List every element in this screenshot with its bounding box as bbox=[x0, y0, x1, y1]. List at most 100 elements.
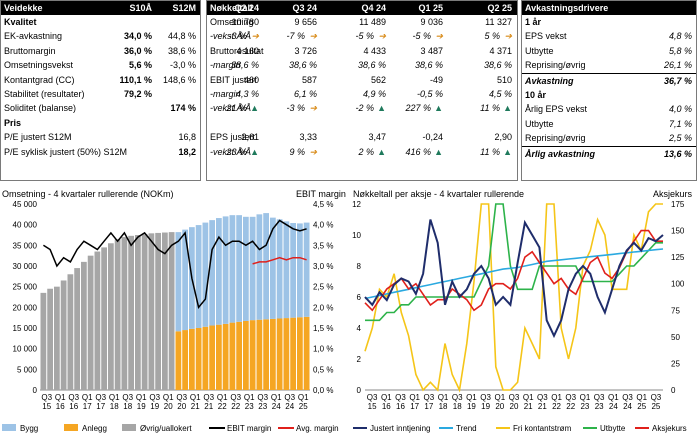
legend-label: Øvrig/uallokert bbox=[140, 424, 192, 433]
x-tick-label: Q1 bbox=[244, 393, 255, 402]
y-tick-label: 4 bbox=[357, 324, 362, 333]
x-tick-label: Q3 bbox=[537, 393, 548, 402]
quarter-value: 562 bbox=[370, 74, 386, 85]
bar-bygg bbox=[297, 223, 303, 318]
quarter-value: 4,5 % bbox=[488, 88, 512, 99]
driver-value: 13,6 % bbox=[663, 148, 692, 159]
return-driver-row: 1 år bbox=[522, 15, 696, 29]
x-tick-label: Q3 bbox=[176, 393, 187, 402]
row-label: Reprising/øvrig bbox=[525, 133, 586, 144]
x-tick-label: 15 bbox=[42, 402, 51, 411]
key-figure-row: Bruttoresultat 4 160 3 726 4 433 3 487 4 371 bbox=[207, 44, 517, 58]
row-label: P/E syklisk justert (50%) S12M bbox=[4, 146, 128, 157]
row-label: Omsetning bbox=[210, 17, 254, 27]
up-arrow-icon: ▲ bbox=[434, 146, 443, 157]
x-tick-label: Q1 bbox=[163, 393, 174, 402]
bar-anlegg bbox=[209, 325, 215, 390]
value-s10a: 110,1 % bbox=[119, 74, 152, 85]
quarter-value: 38,6 % bbox=[414, 60, 443, 71]
bar-bygg bbox=[175, 232, 182, 332]
x-tick-label: 20 bbox=[495, 402, 504, 411]
row-label: -margin bbox=[210, 60, 241, 71]
bar-bygg bbox=[270, 217, 276, 319]
quarter-value: 10 780 bbox=[231, 17, 259, 27]
y-tick-label: 6 bbox=[357, 293, 362, 302]
row-label: Bruttomargin bbox=[4, 45, 56, 56]
y2-tick-label: 25 bbox=[671, 359, 680, 368]
quarter-value: 11 % bbox=[480, 146, 500, 157]
quality-row: Pris bbox=[1, 116, 200, 130]
quarter-value: 4,9 % bbox=[362, 88, 386, 99]
bar-anlegg bbox=[216, 324, 222, 390]
y-tick-label: 45 000 bbox=[13, 200, 38, 209]
line-utbytte bbox=[365, 203, 663, 322]
x-tick-label: 21 bbox=[204, 402, 213, 411]
x-tick-label: Q1 bbox=[580, 393, 591, 402]
quarter-value: 4 371 bbox=[489, 45, 512, 56]
bar-vriguallokert bbox=[101, 247, 107, 390]
x-tick-label: Q3 bbox=[367, 393, 378, 402]
return-driver-row: Reprising/øvrig 26,1 % bbox=[522, 58, 696, 72]
up-arrow-icon: ▲ bbox=[503, 103, 512, 114]
legend-label: Aksjekurs bbox=[652, 424, 687, 433]
bar-anlegg bbox=[256, 319, 263, 390]
x-tick-label: 23 bbox=[245, 402, 254, 411]
line-frikontantstrm bbox=[364, 203, 663, 393]
line-justertinntjening bbox=[364, 219, 664, 339]
x-tick-label: 22 bbox=[218, 402, 227, 411]
legend-swatch bbox=[122, 424, 136, 431]
header-q3-24: Q3 24 bbox=[292, 3, 317, 13]
row-label: Reprising/øvrig bbox=[525, 60, 586, 71]
quarter-value: 5 % bbox=[484, 31, 500, 42]
x-tick-label: Q1 bbox=[136, 393, 147, 402]
x-tick-label: 21 bbox=[524, 402, 533, 411]
bar-vriguallokert bbox=[141, 234, 148, 390]
x-tick-label: 15 bbox=[368, 402, 377, 411]
bar-anlegg bbox=[243, 320, 249, 390]
quarter-value: -3 % bbox=[228, 31, 247, 42]
quarter-value: -0,5 % bbox=[416, 88, 443, 99]
x-tick-label: Q3 bbox=[594, 393, 605, 402]
row-label: Kontantgrad (CC) bbox=[4, 74, 75, 85]
x-tick-label: 25 bbox=[637, 402, 646, 411]
bar-anlegg bbox=[222, 323, 229, 390]
y2-axis-label: EBIT margin bbox=[296, 189, 346, 199]
per-share-chart-svg: Nøkkeltall per aksje - 4 kvartaler rulle… bbox=[352, 189, 692, 433]
key-figure-row bbox=[207, 116, 517, 130]
chart-title: Omsetning - 4 kvartaler rullerende (NOKm… bbox=[2, 189, 174, 199]
bar-anlegg bbox=[270, 318, 276, 390]
chart-title: Nøkkeltall per aksje - 4 kvartaler rulle… bbox=[353, 189, 524, 199]
quarter-value: -49 bbox=[429, 74, 443, 85]
quarter-value: 4,3 % bbox=[235, 88, 259, 99]
bar-bygg bbox=[276, 219, 283, 319]
row-label: -vekst Å/Å bbox=[210, 31, 252, 42]
x-tick-label: 20 bbox=[510, 402, 519, 411]
quarter-value: -5 % bbox=[355, 31, 374, 42]
bar-vriguallokert bbox=[54, 286, 60, 390]
x-tick-label: Q3 bbox=[230, 393, 241, 402]
line-trend bbox=[364, 248, 664, 300]
bar-bygg bbox=[222, 216, 229, 324]
x-tick-label: 16 bbox=[382, 402, 391, 411]
up-arrow-icon: ▲ bbox=[503, 146, 512, 157]
bar-anlegg bbox=[236, 321, 242, 390]
quarter-value: 2 % bbox=[358, 146, 374, 157]
legend-label: EBIT margin bbox=[227, 424, 271, 433]
return-driver-row: Avkastning 36,7 % bbox=[522, 72, 696, 88]
value-s12m: 148,6 % bbox=[162, 74, 196, 85]
row-label: -vekst Å/Å bbox=[210, 103, 252, 114]
driver-value: 2,5 % bbox=[668, 133, 692, 144]
right-arrow-icon: ➔ bbox=[378, 31, 386, 42]
bar-bygg bbox=[290, 223, 296, 318]
quarter-value: 6,1 % bbox=[293, 88, 317, 99]
quarter-value: 9 % bbox=[289, 146, 305, 157]
quarter-value: 38,6 % bbox=[230, 60, 259, 71]
key-figures-header: Nøkkeltall Q2 24 Q3 24 Q4 24 Q1 25 Q2 25 bbox=[207, 1, 517, 15]
y2-tick-label: 4,5 % bbox=[313, 200, 333, 209]
y2-tick-label: 3,0 % bbox=[313, 262, 333, 271]
driver-value: 36,7 % bbox=[663, 75, 692, 86]
bar-bygg bbox=[209, 220, 215, 326]
x-tick-label: Q1 bbox=[523, 393, 534, 402]
quality-row: P/E justert S12M 16,8 bbox=[1, 130, 200, 144]
up-arrow-icon: ▲ bbox=[377, 103, 386, 114]
